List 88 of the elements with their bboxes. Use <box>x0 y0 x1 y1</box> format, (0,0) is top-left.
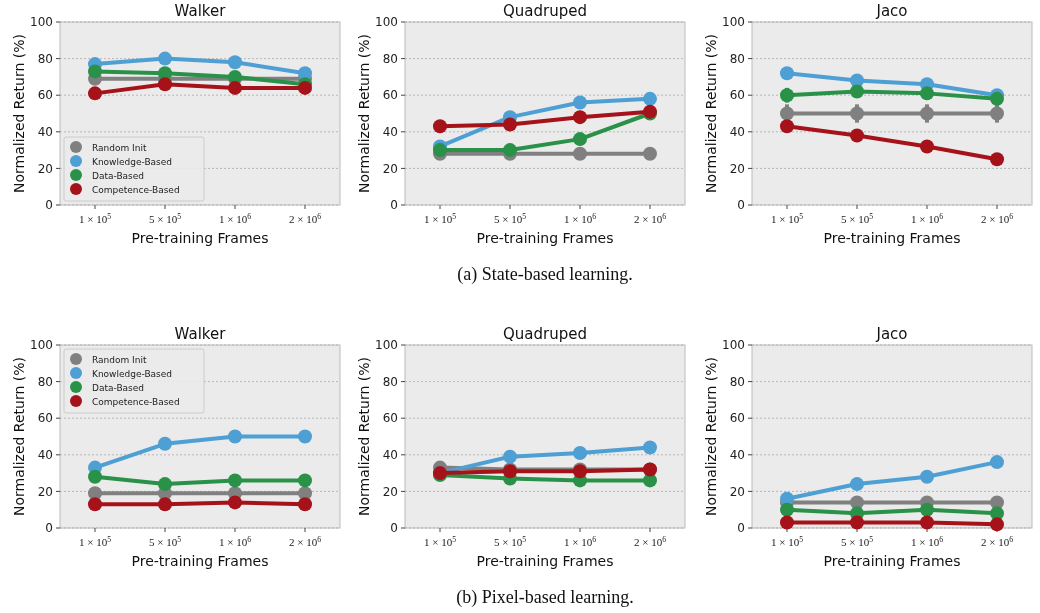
y-tick-label: 60 <box>729 411 745 426</box>
x-tick-label: 1 × 10$^{6}$ <box>563 211 597 225</box>
x-tick-label: 1 × 10$^{5}$ <box>78 534 112 548</box>
x-tick-label: 1 × 10$^{6}$ <box>910 211 944 225</box>
y-axis-title: Normalized Return (%) <box>703 34 719 193</box>
x-tick-label: 1 × 10$^{5}$ <box>770 534 804 548</box>
y-tick-label: 100 <box>30 15 53 30</box>
y-tick-label: 0 <box>45 521 53 536</box>
legend-label: Knowledge-Based <box>92 368 173 379</box>
x-tick-label: 2 × 10$^{6}$ <box>633 211 667 225</box>
y-tick-label: 0 <box>390 198 398 213</box>
y-tick-label: 60 <box>382 411 398 426</box>
y-tick-label: 20 <box>729 484 745 499</box>
y-tick-label: 0 <box>737 198 745 213</box>
x-axis-title: Pre-training Frames <box>476 553 614 569</box>
y-tick-label: 80 <box>37 51 53 66</box>
x-axis-title: Pre-training Frames <box>131 230 269 246</box>
y-axis-title: Normalized Return (%) <box>356 357 372 516</box>
chart-title: Quadruped <box>503 325 587 343</box>
y-tick-label: 80 <box>382 374 398 389</box>
y-tick-label: 20 <box>382 161 398 176</box>
y-tick-label: 100 <box>30 338 53 353</box>
y-axis-title: Normalized Return (%) <box>11 34 27 193</box>
y-tick-label: 0 <box>45 198 53 213</box>
y-axis-title: Normalized Return (%) <box>11 357 27 516</box>
x-axis-title: Pre-training Frames <box>823 230 961 246</box>
x-tick-label: 2 × 10$^{6}$ <box>980 534 1014 548</box>
x-axis-title: Pre-training Frames <box>823 553 961 569</box>
y-tick-label: 0 <box>737 521 745 536</box>
legend-label: Competence-Based <box>92 184 180 195</box>
y-tick-label: 80 <box>382 51 398 66</box>
legend-label: Knowledge-Based <box>92 156 173 167</box>
y-tick-label: 20 <box>729 161 745 176</box>
x-tick-label: 2 × 10$^{6}$ <box>633 534 667 548</box>
y-tick-label: 40 <box>729 125 745 139</box>
text: (b) Pixel-based learning. <box>456 587 634 608</box>
x-tick-label: 1 × 10$^{6}$ <box>218 211 252 225</box>
y-tick-label: 100 <box>375 338 398 353</box>
chart-title: Jaco <box>875 2 908 20</box>
legend-label: Random Init <box>92 354 147 365</box>
y-tick-label: 60 <box>382 88 398 103</box>
y-tick-label: 40 <box>729 448 745 462</box>
legend-label: Random Init <box>92 142 147 153</box>
chart-title: Quadruped <box>503 2 587 20</box>
x-tick-label: 5 × 10$^{5}$ <box>148 211 182 225</box>
y-tick-label: 40 <box>382 448 398 462</box>
x-tick-label: 2 × 10$^{6}$ <box>288 534 322 548</box>
y-tick-label: 40 <box>37 125 53 139</box>
x-axis-title: Pre-training Frames <box>131 553 269 569</box>
chart-title: Jaco <box>875 325 908 343</box>
chart-title: Walker <box>174 325 227 343</box>
x-tick-label: 5 × 10$^{5}$ <box>840 211 874 225</box>
x-tick-label: 5 × 10$^{5}$ <box>493 534 527 548</box>
x-tick-label: 5 × 10$^{5}$ <box>148 534 182 548</box>
x-tick-label: 5 × 10$^{5}$ <box>840 534 874 548</box>
legend-label: Data-Based <box>92 382 145 393</box>
x-tick-label: 1 × 10$^{6}$ <box>910 534 944 548</box>
x-tick-label: 1 × 10$^{6}$ <box>218 534 252 548</box>
x-tick-label: 5 × 10$^{5}$ <box>493 211 527 225</box>
legend-label: Data-Based <box>92 170 145 181</box>
text: (a) State-based learning. <box>457 264 633 285</box>
y-tick-label: 100 <box>722 15 745 30</box>
y-tick-label: 80 <box>37 374 53 389</box>
y-tick-label: 60 <box>37 411 53 426</box>
x-tick-label: 1 × 10$^{5}$ <box>770 211 804 225</box>
x-tick-label: 1 × 10$^{5}$ <box>423 211 457 225</box>
y-tick-label: 60 <box>37 88 53 103</box>
y-tick-label: 20 <box>37 484 53 499</box>
y-tick-label: 60 <box>729 88 745 103</box>
y-tick-label: 40 <box>37 448 53 462</box>
y-tick-label: 80 <box>729 51 745 66</box>
y-axis-title: Normalized Return (%) <box>703 357 719 516</box>
x-axis-title: Pre-training Frames <box>476 230 614 246</box>
y-axis-title: Normalized Return (%) <box>356 34 372 193</box>
y-tick-label: 40 <box>382 125 398 139</box>
x-tick-label: 1 × 10$^{5}$ <box>423 534 457 548</box>
x-tick-label: 2 × 10$^{6}$ <box>288 211 322 225</box>
legend-label: Competence-Based <box>92 396 180 407</box>
y-tick-label: 80 <box>729 374 745 389</box>
x-tick-label: 1 × 10$^{6}$ <box>563 534 597 548</box>
x-tick-label: 2 × 10$^{6}$ <box>980 211 1014 225</box>
chart-title: Walker <box>174 2 227 20</box>
y-tick-label: 100 <box>375 15 398 30</box>
y-tick-label: 20 <box>37 161 53 176</box>
x-tick-label: 1 × 10$^{5}$ <box>78 211 112 225</box>
y-tick-label: 20 <box>382 484 398 499</box>
y-tick-label: 100 <box>722 338 745 353</box>
y-tick-label: 0 <box>390 521 398 536</box>
